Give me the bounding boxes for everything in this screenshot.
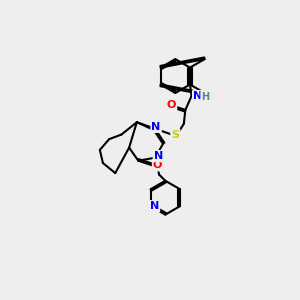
Text: N: N: [152, 122, 161, 132]
Text: N: N: [193, 91, 202, 101]
Text: O: O: [167, 100, 176, 110]
Text: S: S: [171, 130, 179, 140]
Text: H: H: [201, 92, 209, 102]
Text: O: O: [153, 160, 162, 170]
Text: N: N: [154, 151, 163, 161]
Text: N: N: [150, 201, 159, 211]
